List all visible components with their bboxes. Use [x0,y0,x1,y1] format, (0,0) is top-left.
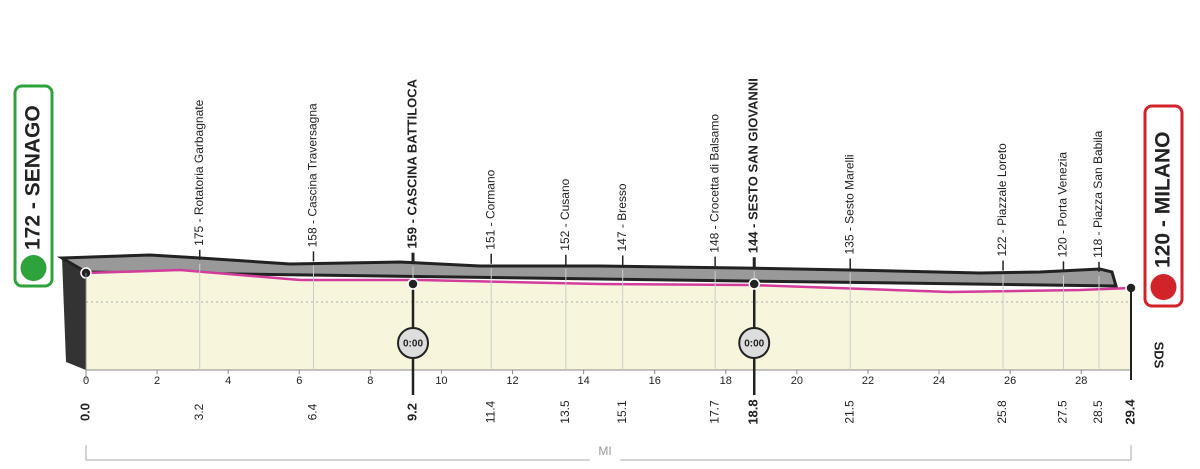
sprint-clock [397,327,430,359]
sprint-clock [738,327,771,359]
finish-icon [1150,274,1177,300]
waypoint-km: 3.2 [192,403,206,420]
waypoint-km: 15.1 [615,400,629,424]
logo: SDS [1152,342,1167,369]
start-km: 0.0 [77,403,92,421]
waypoint-km: 13.5 [558,400,572,424]
waypoint-km: 17.7 [707,400,721,424]
axis-tick-label: 0 [83,375,89,387]
waypoint-label: 135 - Sesto Marelli [842,154,856,254]
axis-tick-label: 20 [791,375,803,387]
finish-km: 29.4 [1122,399,1137,425]
waypoint-label: 158 - Cascina Traversagna [306,103,320,247]
waypoint-label: 118 - Piazza San Babila [1091,130,1105,258]
axis-tick-label: 28 [1075,375,1087,387]
axis-tick-label: 22 [862,375,874,387]
waypoint-label: 152 - Cusano [558,178,572,250]
waypoint-label: 122 - Piazzale Loreto [995,143,1009,257]
waypoint-label: 151 - Cormano [483,169,497,249]
axis-tick-label: 6 [296,375,302,387]
axis-tick-label: 26 [1004,375,1016,387]
sprint-time: 0:00 [744,339,764,350]
waypoint-km: 18.8 [746,399,761,424]
axis-tick-label: 12 [506,375,518,387]
waypoint-label: 144 - SESTO SAN GIOVANNI [746,78,761,253]
axis-tick-label: 18 [720,375,732,387]
sprint-dot [748,278,760,290]
axis-tick-label: 16 [649,375,661,387]
unit-bg [590,444,620,462]
axis-tick-label: 14 [577,375,589,387]
axis-tick-label: 24 [933,375,945,387]
axis-tick-label: 10 [435,375,447,387]
axis-tick-label: 4 [225,375,231,387]
waypoint-km: 28.5 [1091,400,1105,424]
waypoint-label: 120 - Porta Venezia [1056,152,1070,258]
route-line [85,268,1132,294]
waypoint-km: 27.5 [1056,400,1070,424]
waypoint-label: 148 - Crocetta di Balsamo [707,114,721,253]
waypoint-label: 147 - Bresso [615,183,629,251]
start-label: 172 - SENAGO [22,105,45,250]
waypoint-km: 6.4 [306,403,320,420]
waypoint-label: 175 - Rotatoria Garbagnate [192,99,206,245]
start-icon [20,255,47,281]
waypoint-km: 25.8 [995,400,1009,424]
sprint-time: 0:00 [403,339,423,350]
waypoint-km: 9.2 [404,403,419,421]
unit-label: MI [598,444,611,458]
waypoint-km: 11.4 [483,400,497,423]
finish-label: 120 - MILANO [1152,131,1175,268]
axis-tick-label: 2 [154,375,160,387]
profile-area [86,270,1131,370]
axis-tick-label: 8 [367,375,373,387]
profile-side [62,258,86,370]
waypoint-label: 159 - CASCINA BATTILOCA [404,78,419,248]
waypoint-km: 21.5 [842,400,856,424]
profile-top [56,253,1118,288]
start-badge [13,84,54,288]
sprint-dot [407,278,419,290]
finish-badge [1143,104,1184,308]
